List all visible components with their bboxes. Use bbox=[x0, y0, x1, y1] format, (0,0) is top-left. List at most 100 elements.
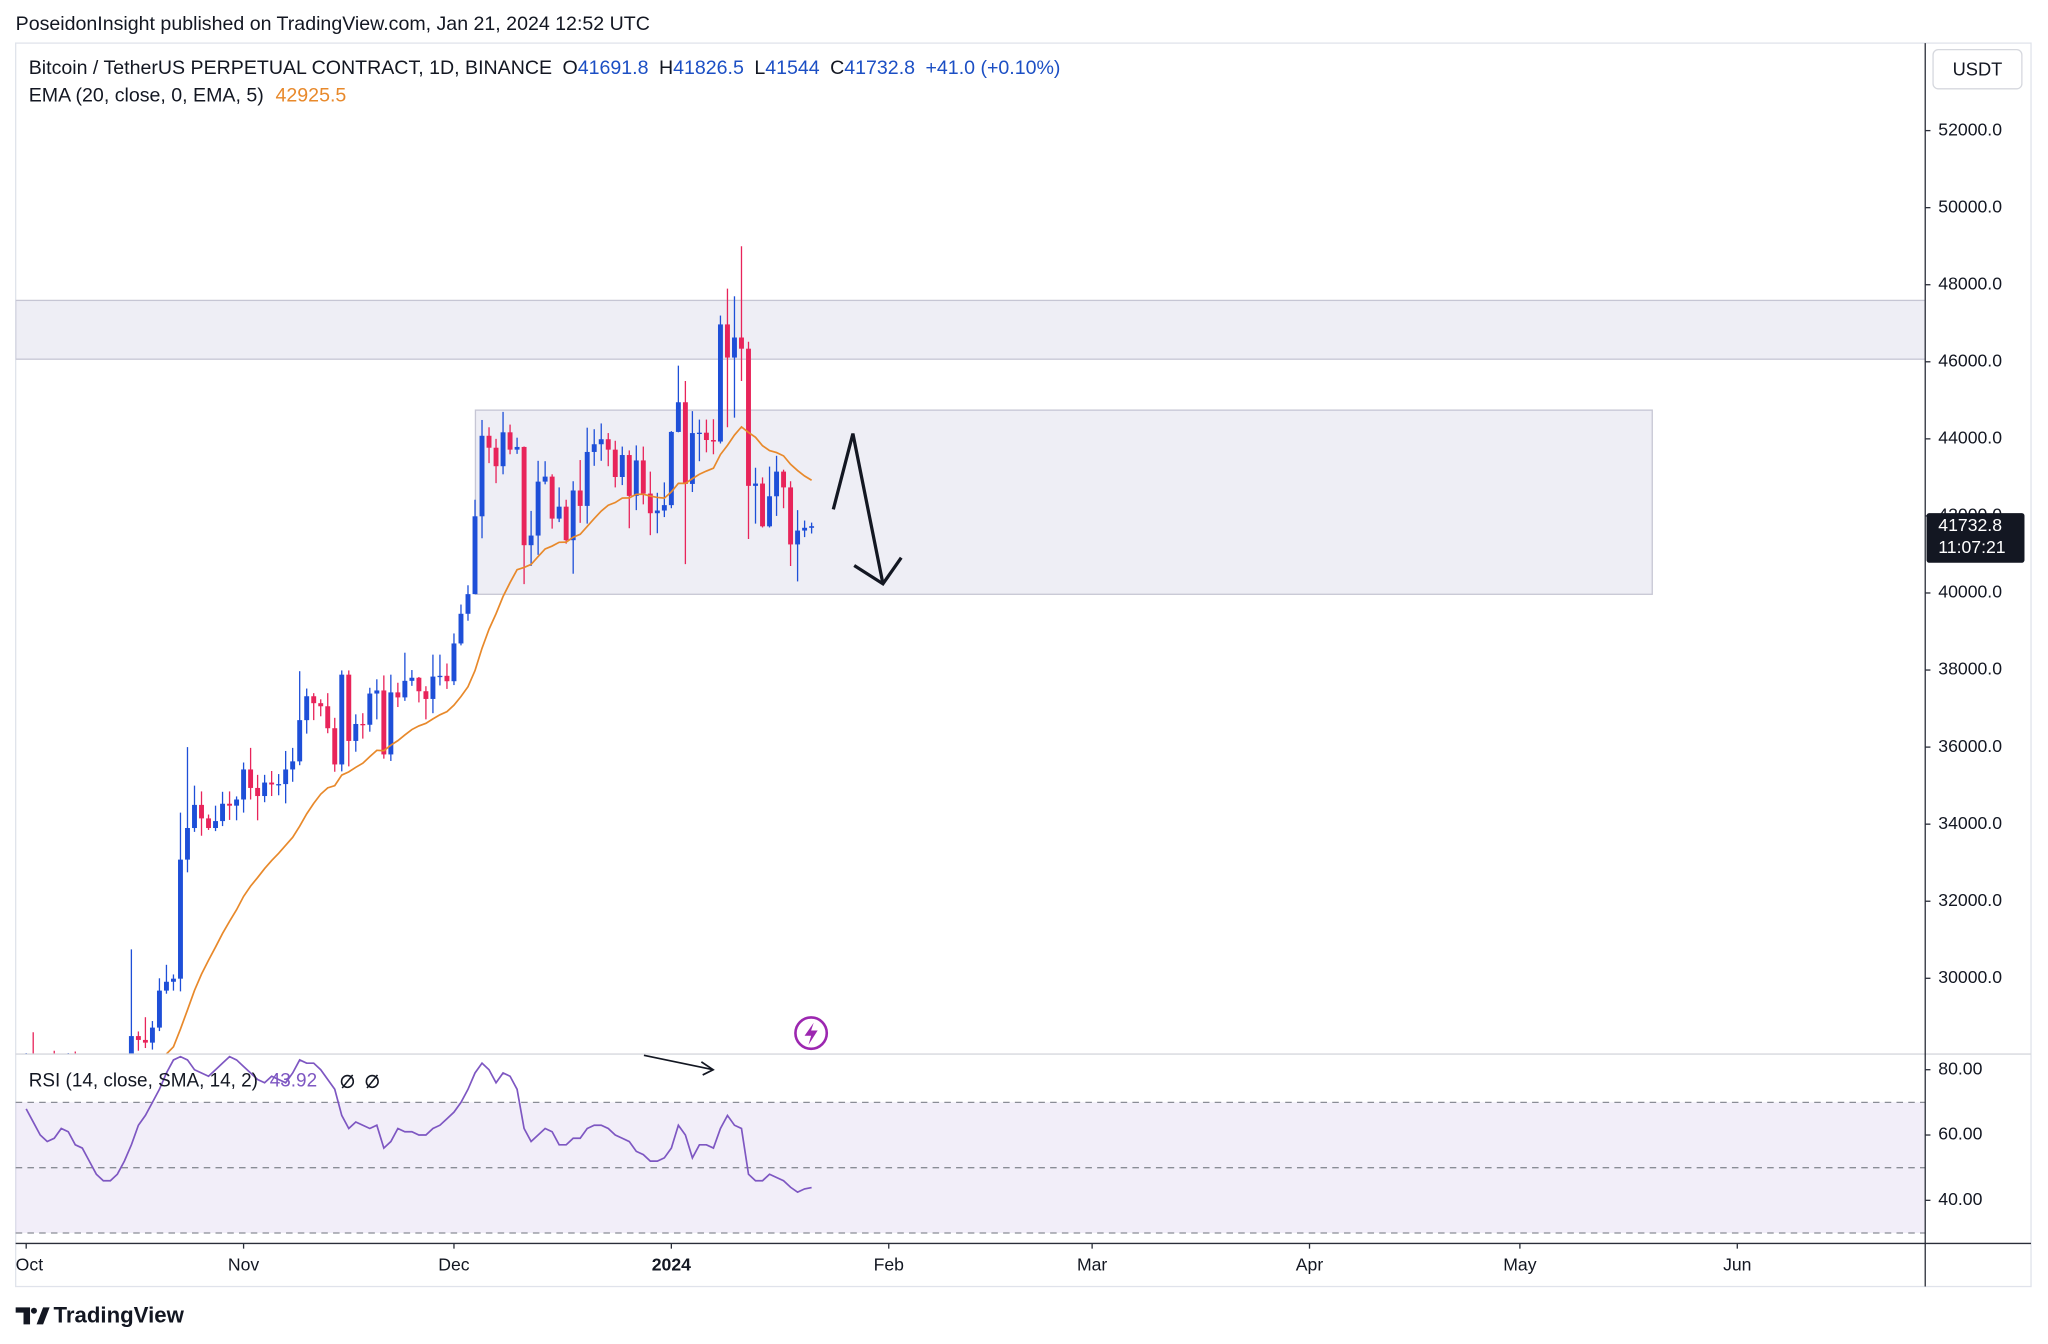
candle-body bbox=[654, 510, 660, 514]
y-tick-label: 38000.0 bbox=[1938, 659, 2002, 679]
candle-body bbox=[416, 677, 422, 692]
candle-body bbox=[521, 446, 527, 546]
candle-body bbox=[781, 471, 787, 488]
candle-body bbox=[241, 769, 247, 800]
candle-body bbox=[171, 978, 176, 982]
candle-body bbox=[661, 505, 667, 511]
legend: Bitcoin / TetherUS PERPETUAL CONTRACT, 1… bbox=[29, 57, 1061, 79]
rsi-line bbox=[25, 1055, 812, 1194]
y-tick-label: 36000.0 bbox=[1938, 736, 2002, 756]
icon[interactable] bbox=[365, 1074, 379, 1089]
x-tick-label: May bbox=[1503, 1254, 1536, 1274]
l-prefix: L bbox=[754, 57, 765, 79]
c-prefix: C bbox=[830, 57, 844, 79]
rsi-name: RSI (14, close, SMA, 14, 2) bbox=[29, 1070, 258, 1091]
axes: 30000.0 32000.0 34000.0 36000.0 38000.0 40000… bbox=[16, 119, 2025, 1274]
y-tick-label: 40000.0 bbox=[1938, 582, 2002, 602]
candle-body bbox=[493, 447, 499, 467]
candle-body bbox=[640, 460, 646, 494]
candle-body bbox=[717, 324, 723, 442]
candle-body bbox=[213, 821, 218, 829]
candle-body bbox=[185, 828, 190, 860]
candle-body bbox=[486, 435, 492, 448]
candle-body bbox=[563, 506, 569, 541]
candle-body bbox=[248, 769, 254, 788]
publisher: PoseidonInsight published on TradingView… bbox=[16, 13, 650, 35]
rsi-value: 43.92 bbox=[270, 1070, 317, 1091]
ema-legend: EMA (20, close, 0, EMA, 5) 42925.5 bbox=[29, 85, 347, 107]
o-prefix: O bbox=[562, 57, 577, 79]
candle-body bbox=[788, 487, 794, 545]
candle-body bbox=[802, 527, 808, 531]
arrow bbox=[643, 1054, 714, 1071]
candle-body bbox=[395, 692, 401, 698]
candle-body bbox=[668, 431, 674, 506]
candle-body bbox=[283, 769, 289, 785]
candle-body bbox=[689, 433, 695, 484]
candle-body bbox=[774, 471, 780, 497]
candle-body bbox=[227, 803, 233, 806]
candle-body bbox=[234, 799, 240, 806]
candle-body bbox=[269, 782, 275, 785]
candle-body bbox=[584, 451, 590, 506]
candle-body bbox=[409, 677, 415, 681]
y-tick-label: 46000.0 bbox=[1938, 350, 2002, 370]
candle-body bbox=[753, 483, 758, 486]
candle-body bbox=[556, 506, 562, 519]
ema-line bbox=[165, 425, 813, 1055]
logo bbox=[15, 1307, 50, 1325]
currency-box[interactable] bbox=[1932, 48, 2023, 90]
candle-body bbox=[542, 476, 548, 482]
candle-body bbox=[598, 439, 604, 445]
candle-body bbox=[500, 432, 506, 467]
x-tick-label: Nov bbox=[228, 1254, 260, 1274]
change: +41.0 (+0.10%) bbox=[925, 57, 1060, 79]
y-tick-label: 40.00 bbox=[1938, 1189, 1982, 1209]
y-tick-label: 60.00 bbox=[1938, 1124, 1982, 1144]
candle-body bbox=[388, 692, 394, 755]
candle-body bbox=[402, 680, 408, 698]
x-tick-label: Apr bbox=[1296, 1254, 1324, 1274]
currency: USDT bbox=[1953, 58, 2003, 79]
candle-body bbox=[739, 337, 744, 349]
candle-body bbox=[437, 675, 443, 678]
h-prefix: H bbox=[659, 57, 673, 79]
candle-body bbox=[591, 444, 597, 452]
candle-body bbox=[381, 690, 387, 755]
candle-body bbox=[149, 1027, 155, 1043]
candle-body bbox=[206, 818, 211, 829]
close-value: 41732.8 bbox=[844, 57, 915, 79]
candle-body bbox=[360, 723, 366, 726]
candle-body bbox=[367, 693, 373, 725]
candle-body bbox=[809, 526, 815, 528]
y-tick-label: 34000.0 bbox=[1938, 813, 2002, 833]
arrow-head bbox=[853, 556, 903, 587]
annotations bbox=[643, 1054, 715, 1076]
candle-body bbox=[479, 435, 485, 517]
candle-body bbox=[374, 690, 380, 694]
candle-body bbox=[746, 348, 751, 486]
candle-body bbox=[339, 674, 345, 765]
candle-body bbox=[332, 728, 338, 765]
candle-body bbox=[135, 1036, 141, 1040]
candle-body bbox=[696, 432, 702, 434]
candle-body bbox=[430, 676, 436, 699]
candle-body bbox=[795, 530, 801, 545]
icon bbox=[341, 1074, 354, 1089]
y-tick-label: 52000.0 bbox=[1938, 119, 2002, 139]
candle-body bbox=[163, 981, 169, 991]
candle-body bbox=[353, 723, 359, 741]
candle-body bbox=[276, 784, 282, 786]
candle-body bbox=[626, 455, 632, 496]
candle-body bbox=[732, 337, 737, 358]
zone bbox=[15, 299, 1926, 360]
high-value: 41826.5 bbox=[673, 57, 744, 79]
candle-body bbox=[570, 490, 576, 541]
x-tick-label: Feb bbox=[874, 1254, 905, 1274]
price-tag bbox=[1926, 513, 2025, 563]
candle-body bbox=[682, 402, 688, 484]
candle-body bbox=[514, 446, 520, 450]
icon[interactable] bbox=[340, 1074, 355, 1089]
candle-body bbox=[675, 402, 681, 432]
